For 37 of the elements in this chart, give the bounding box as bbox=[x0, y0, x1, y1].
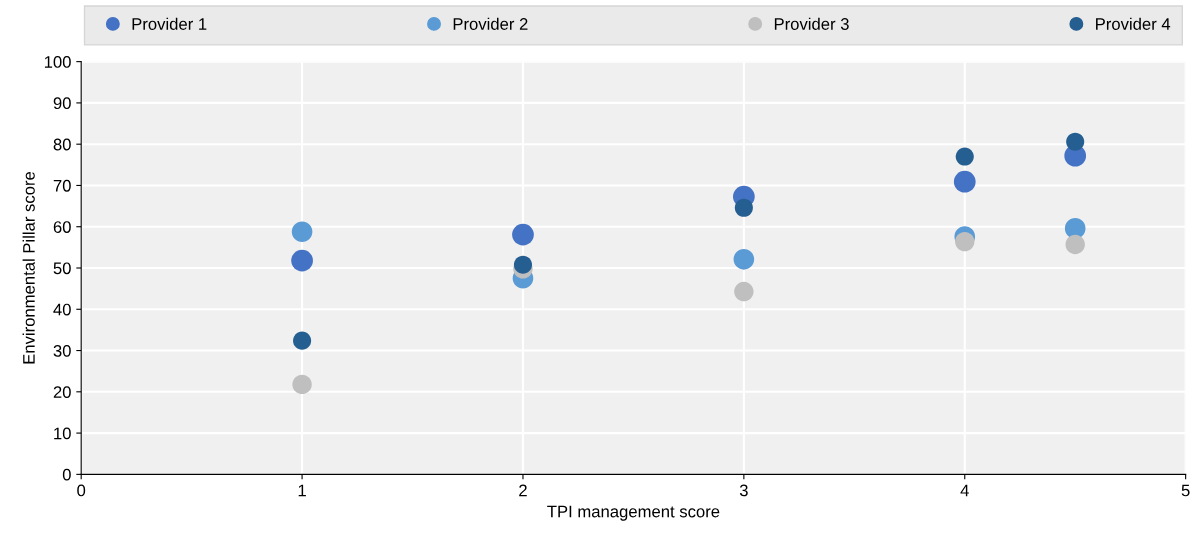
y-tick-label: 10 bbox=[54, 427, 71, 440]
legend-label: Provider 2 bbox=[453, 17, 528, 30]
point bbox=[293, 331, 312, 350]
y-tick-label: 60 bbox=[53, 221, 71, 233]
point bbox=[734, 198, 753, 217]
y-tick-label: 20 bbox=[53, 386, 71, 399]
point bbox=[291, 249, 313, 272]
point bbox=[733, 249, 755, 270]
y-tick-label: 70 bbox=[53, 179, 71, 192]
y-tick-label: 100 bbox=[44, 56, 71, 68]
y-tick-label: 40 bbox=[53, 303, 71, 316]
y-tick-label: 0 bbox=[62, 468, 71, 481]
y-tick-label: 90 bbox=[53, 97, 71, 110]
y-axis-title: Environmental Pillar score bbox=[22, 171, 35, 364]
y-tick-label: 50 bbox=[53, 262, 71, 275]
x-tick-label: 4 bbox=[960, 484, 969, 497]
legend-label: Provider 1 bbox=[132, 17, 207, 30]
point bbox=[513, 255, 533, 274]
point bbox=[1065, 234, 1085, 255]
point bbox=[1066, 132, 1085, 151]
point bbox=[292, 374, 312, 395]
x-tick-label: 2 bbox=[519, 484, 527, 497]
x-axis-title: TPI management score bbox=[547, 505, 720, 521]
legend-label: Provider 3 bbox=[774, 17, 849, 30]
point bbox=[512, 223, 534, 246]
x-tick-label: 5 bbox=[1181, 484, 1190, 497]
point bbox=[291, 221, 313, 242]
point bbox=[734, 281, 754, 302]
y-tick-label: 80 bbox=[53, 138, 71, 151]
y-tick-label: 30 bbox=[53, 344, 71, 357]
x-tick-label: 0 bbox=[77, 484, 86, 497]
point bbox=[955, 147, 974, 166]
point bbox=[955, 231, 975, 252]
x-tick-label: 1 bbox=[298, 484, 306, 497]
point bbox=[953, 170, 976, 193]
legend-label: Provider 4 bbox=[1096, 17, 1171, 30]
x-tick-label: 3 bbox=[739, 484, 748, 497]
